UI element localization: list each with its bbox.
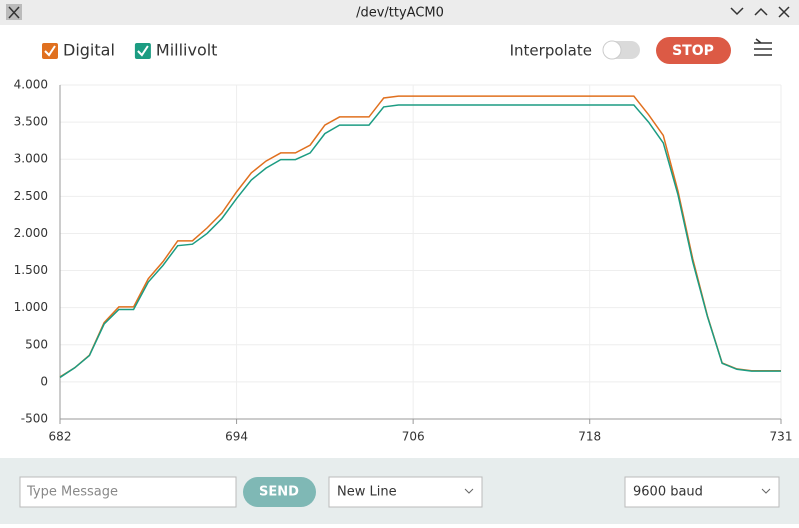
- x-tick-label: 731: [770, 430, 793, 444]
- x-tick-label: 706: [402, 430, 425, 444]
- title-bar: [0, 0, 799, 25]
- series-line: [59, 95, 781, 378]
- y-tick-label: 3.500: [14, 115, 48, 129]
- plot-panel: [0, 25, 799, 458]
- select-arrow: [761, 488, 771, 494]
- clear-button[interactable]: [754, 38, 772, 56]
- minimize-button[interactable]: [730, 7, 744, 16]
- y-tick-label: -500: [21, 412, 48, 426]
- legend-checkbox[interactable]: [42, 43, 58, 59]
- legend-label: Digital: [63, 41, 115, 60]
- window-title: /dev/ttyACM0: [356, 6, 444, 21]
- y-tick-label: 4.000: [14, 78, 48, 92]
- interpolate-label: Interpolate: [510, 42, 592, 60]
- legend-label: Millivolt: [156, 41, 218, 60]
- app-icon-glyph: [8, 6, 20, 19]
- message-placeholder: Type Message: [26, 485, 118, 500]
- stop-button[interactable]: [656, 37, 731, 64]
- send-label: SEND: [259, 485, 299, 500]
- y-tick-label: 3.000: [14, 152, 48, 166]
- toggle-knob: [602, 40, 622, 60]
- y-tick-label: 2.000: [14, 226, 48, 240]
- check-glyph: [44, 45, 56, 57]
- message-input[interactable]: [19, 476, 237, 508]
- stop-label: STOP: [672, 43, 714, 59]
- y-tick-label: 2.500: [14, 189, 48, 203]
- y-tick-label: 1.000: [14, 300, 48, 314]
- baud-select[interactable]: [624, 476, 780, 508]
- baud-value: 9600 baud: [633, 485, 703, 500]
- y-tick-label: 500: [25, 337, 48, 351]
- y-tick-label: 1.500: [14, 263, 48, 277]
- send-button[interactable]: [243, 477, 316, 507]
- maximize-button[interactable]: [754, 7, 768, 16]
- line-ending-select[interactable]: [328, 476, 483, 508]
- y-tick-label: 0: [40, 374, 48, 388]
- x-tick-label: 718: [578, 430, 601, 444]
- series-line: [59, 104, 781, 379]
- check-glyph: [137, 45, 149, 57]
- x-tick-label: 682: [49, 430, 72, 444]
- legend-checkbox[interactable]: [134, 43, 151, 59]
- select-arrow: [464, 488, 474, 494]
- x-tick-label: 694: [225, 430, 248, 444]
- close-button[interactable]: [778, 6, 790, 18]
- line-ending-value: New Line: [337, 485, 397, 500]
